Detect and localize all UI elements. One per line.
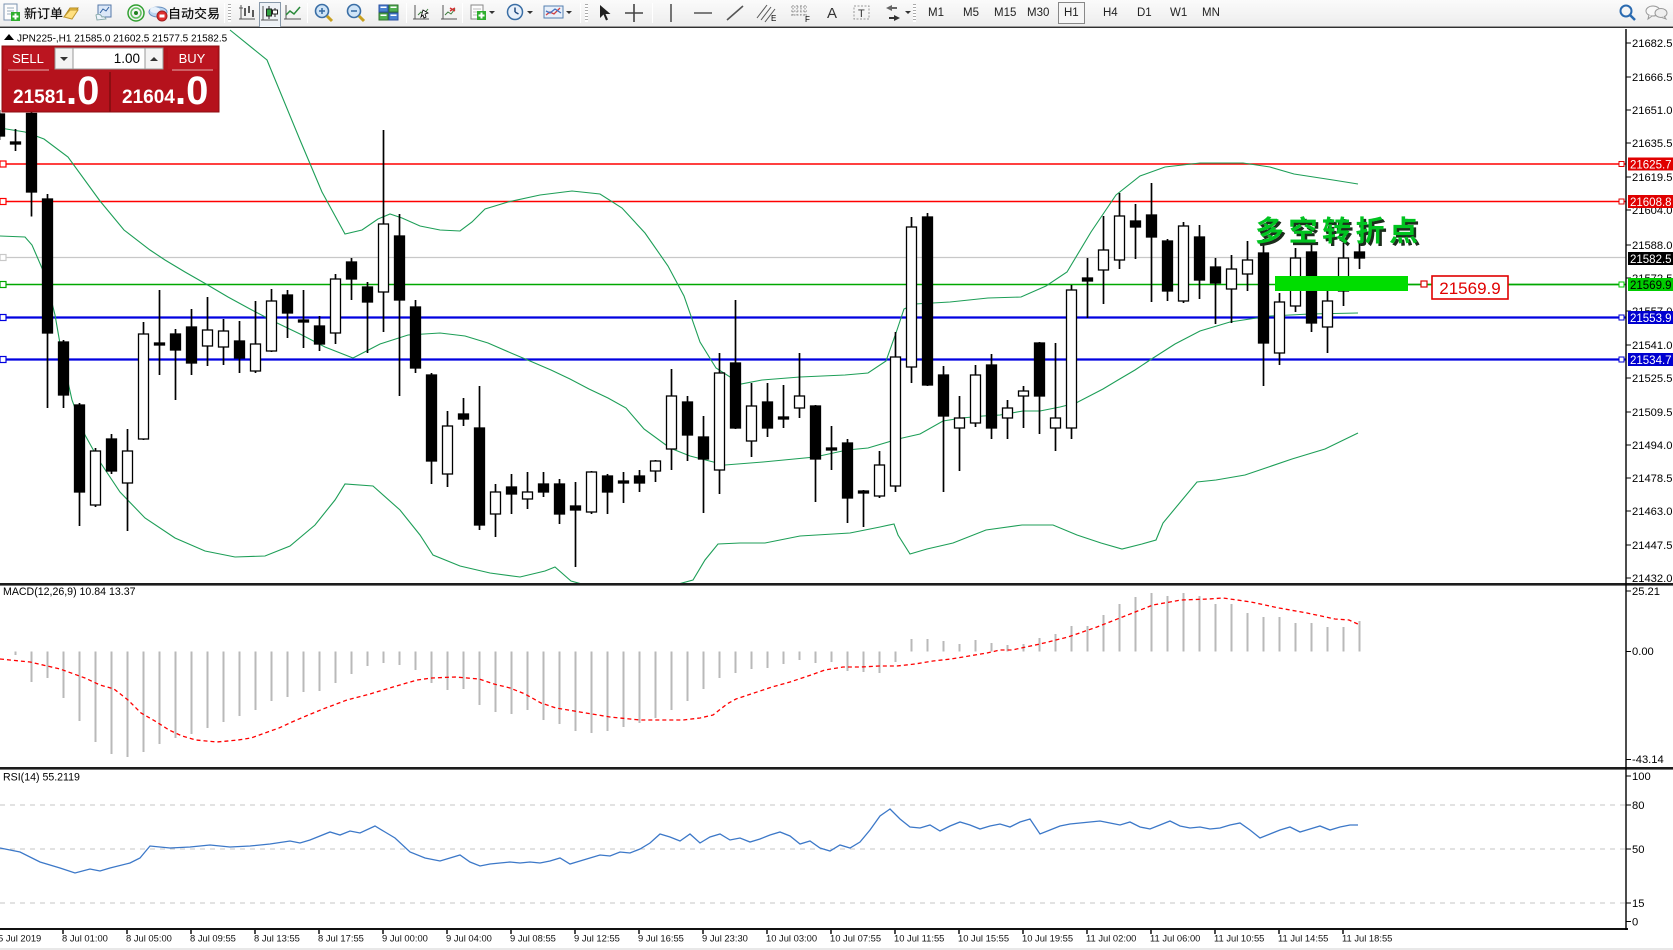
- svg-text:11 Jul 14:55: 11 Jul 14:55: [1278, 933, 1328, 944]
- svg-text:21619.5: 21619.5: [1632, 172, 1672, 184]
- svg-text:5 Jul 2019: 5 Jul 2019: [0, 933, 41, 944]
- svg-text:21604: 21604: [122, 87, 175, 108]
- svg-text:21463.0: 21463.0: [1632, 506, 1672, 518]
- svg-text:9 Jul 08:55: 9 Jul 08:55: [510, 933, 556, 944]
- svg-text:9 Jul 04:00: 9 Jul 04:00: [446, 933, 492, 944]
- svg-text:0: 0: [1632, 917, 1638, 929]
- svg-text:11 Jul 10:55: 11 Jul 10:55: [1214, 933, 1264, 944]
- svg-text:.0: .0: [66, 69, 99, 113]
- svg-text:9 Jul 00:00: 9 Jul 00:00: [382, 933, 428, 944]
- svg-text:21635.5: 21635.5: [1632, 138, 1672, 150]
- svg-text:10 Jul 15:55: 10 Jul 15:55: [958, 933, 1009, 944]
- svg-text:21447.5: 21447.5: [1632, 540, 1672, 552]
- svg-text:21478.5: 21478.5: [1632, 473, 1672, 485]
- svg-text:.0: .0: [175, 69, 208, 113]
- svg-text:21581: 21581: [13, 87, 66, 108]
- svg-text:21509.5: 21509.5: [1632, 407, 1672, 419]
- svg-text:-43.14: -43.14: [1632, 754, 1664, 766]
- svg-text:21682.5: 21682.5: [1632, 38, 1672, 50]
- svg-text:8 Jul 01:00: 8 Jul 01:00: [62, 933, 108, 944]
- svg-text:10 Jul 11:55: 10 Jul 11:55: [894, 933, 944, 944]
- svg-text:T: T: [858, 8, 865, 20]
- svg-text:F: F: [805, 15, 810, 24]
- svg-text:JPN225-,H1 21585.0 21602.5 21: JPN225-,H1 21585.0 21602.5 21577.5 21582…: [17, 34, 228, 45]
- svg-text:11 Jul 06:00: 11 Jul 06:00: [1150, 933, 1200, 944]
- svg-text:21432.0: 21432.0: [1632, 573, 1672, 585]
- svg-text:21534.7: 21534.7: [1630, 355, 1672, 367]
- svg-text:A: A: [827, 5, 837, 22]
- svg-text:MACD(12,26,9) 10.84 13.37: MACD(12,26,9) 10.84 13.37: [3, 586, 136, 598]
- svg-text:1.00: 1.00: [114, 51, 140, 66]
- svg-text:80: 80: [1632, 800, 1644, 812]
- svg-text:21625.7: 21625.7: [1630, 160, 1672, 172]
- svg-text:50: 50: [1632, 844, 1644, 856]
- svg-text:RSI(14) 55.2119: RSI(14) 55.2119: [3, 772, 80, 784]
- svg-text:21569.9: 21569.9: [1439, 279, 1500, 298]
- svg-text:21588.0: 21588.0: [1632, 240, 1672, 252]
- svg-text:BUY: BUY: [179, 51, 206, 66]
- svg-text:E: E: [771, 14, 776, 23]
- svg-text:15: 15: [1632, 898, 1644, 910]
- svg-text:8 Jul 13:55: 8 Jul 13:55: [254, 933, 300, 944]
- svg-text:11 Jul 18:55: 11 Jul 18:55: [1342, 933, 1392, 944]
- svg-text:10 Jul 03:00: 10 Jul 03:00: [766, 933, 817, 944]
- svg-text:21494.0: 21494.0: [1632, 440, 1672, 452]
- svg-text:25.21: 25.21: [1632, 586, 1660, 598]
- svg-text:8 Jul 05:00: 8 Jul 05:00: [126, 933, 172, 944]
- svg-text:21525.5: 21525.5: [1632, 373, 1672, 385]
- svg-text:8 Jul 17:55: 8 Jul 17:55: [318, 933, 364, 944]
- svg-text:21608.8: 21608.8: [1630, 197, 1672, 209]
- svg-text:21651.0: 21651.0: [1632, 105, 1672, 117]
- svg-text:9 Jul 16:55: 9 Jul 16:55: [638, 933, 684, 944]
- svg-text:SELL: SELL: [12, 51, 44, 66]
- svg-text:9 Jul 23:30: 9 Jul 23:30: [702, 933, 748, 944]
- svg-text:10 Jul 19:55: 10 Jul 19:55: [1022, 933, 1073, 944]
- svg-text:21541.0: 21541.0: [1632, 340, 1672, 352]
- svg-text:11 Jul 02:00: 11 Jul 02:00: [1086, 933, 1136, 944]
- svg-text:0.00: 0.00: [1632, 646, 1654, 658]
- svg-text:21666.5: 21666.5: [1632, 72, 1672, 84]
- svg-text:9 Jul 12:55: 9 Jul 12:55: [574, 933, 620, 944]
- svg-text:21553.9: 21553.9: [1630, 313, 1672, 325]
- svg-text:21582.5: 21582.5: [1630, 254, 1672, 266]
- svg-text:100: 100: [1632, 771, 1651, 783]
- svg-text:21569.9: 21569.9: [1630, 280, 1672, 292]
- svg-text:8 Jul 09:55: 8 Jul 09:55: [190, 933, 236, 944]
- svg-text:10 Jul 07:55: 10 Jul 07:55: [830, 933, 881, 944]
